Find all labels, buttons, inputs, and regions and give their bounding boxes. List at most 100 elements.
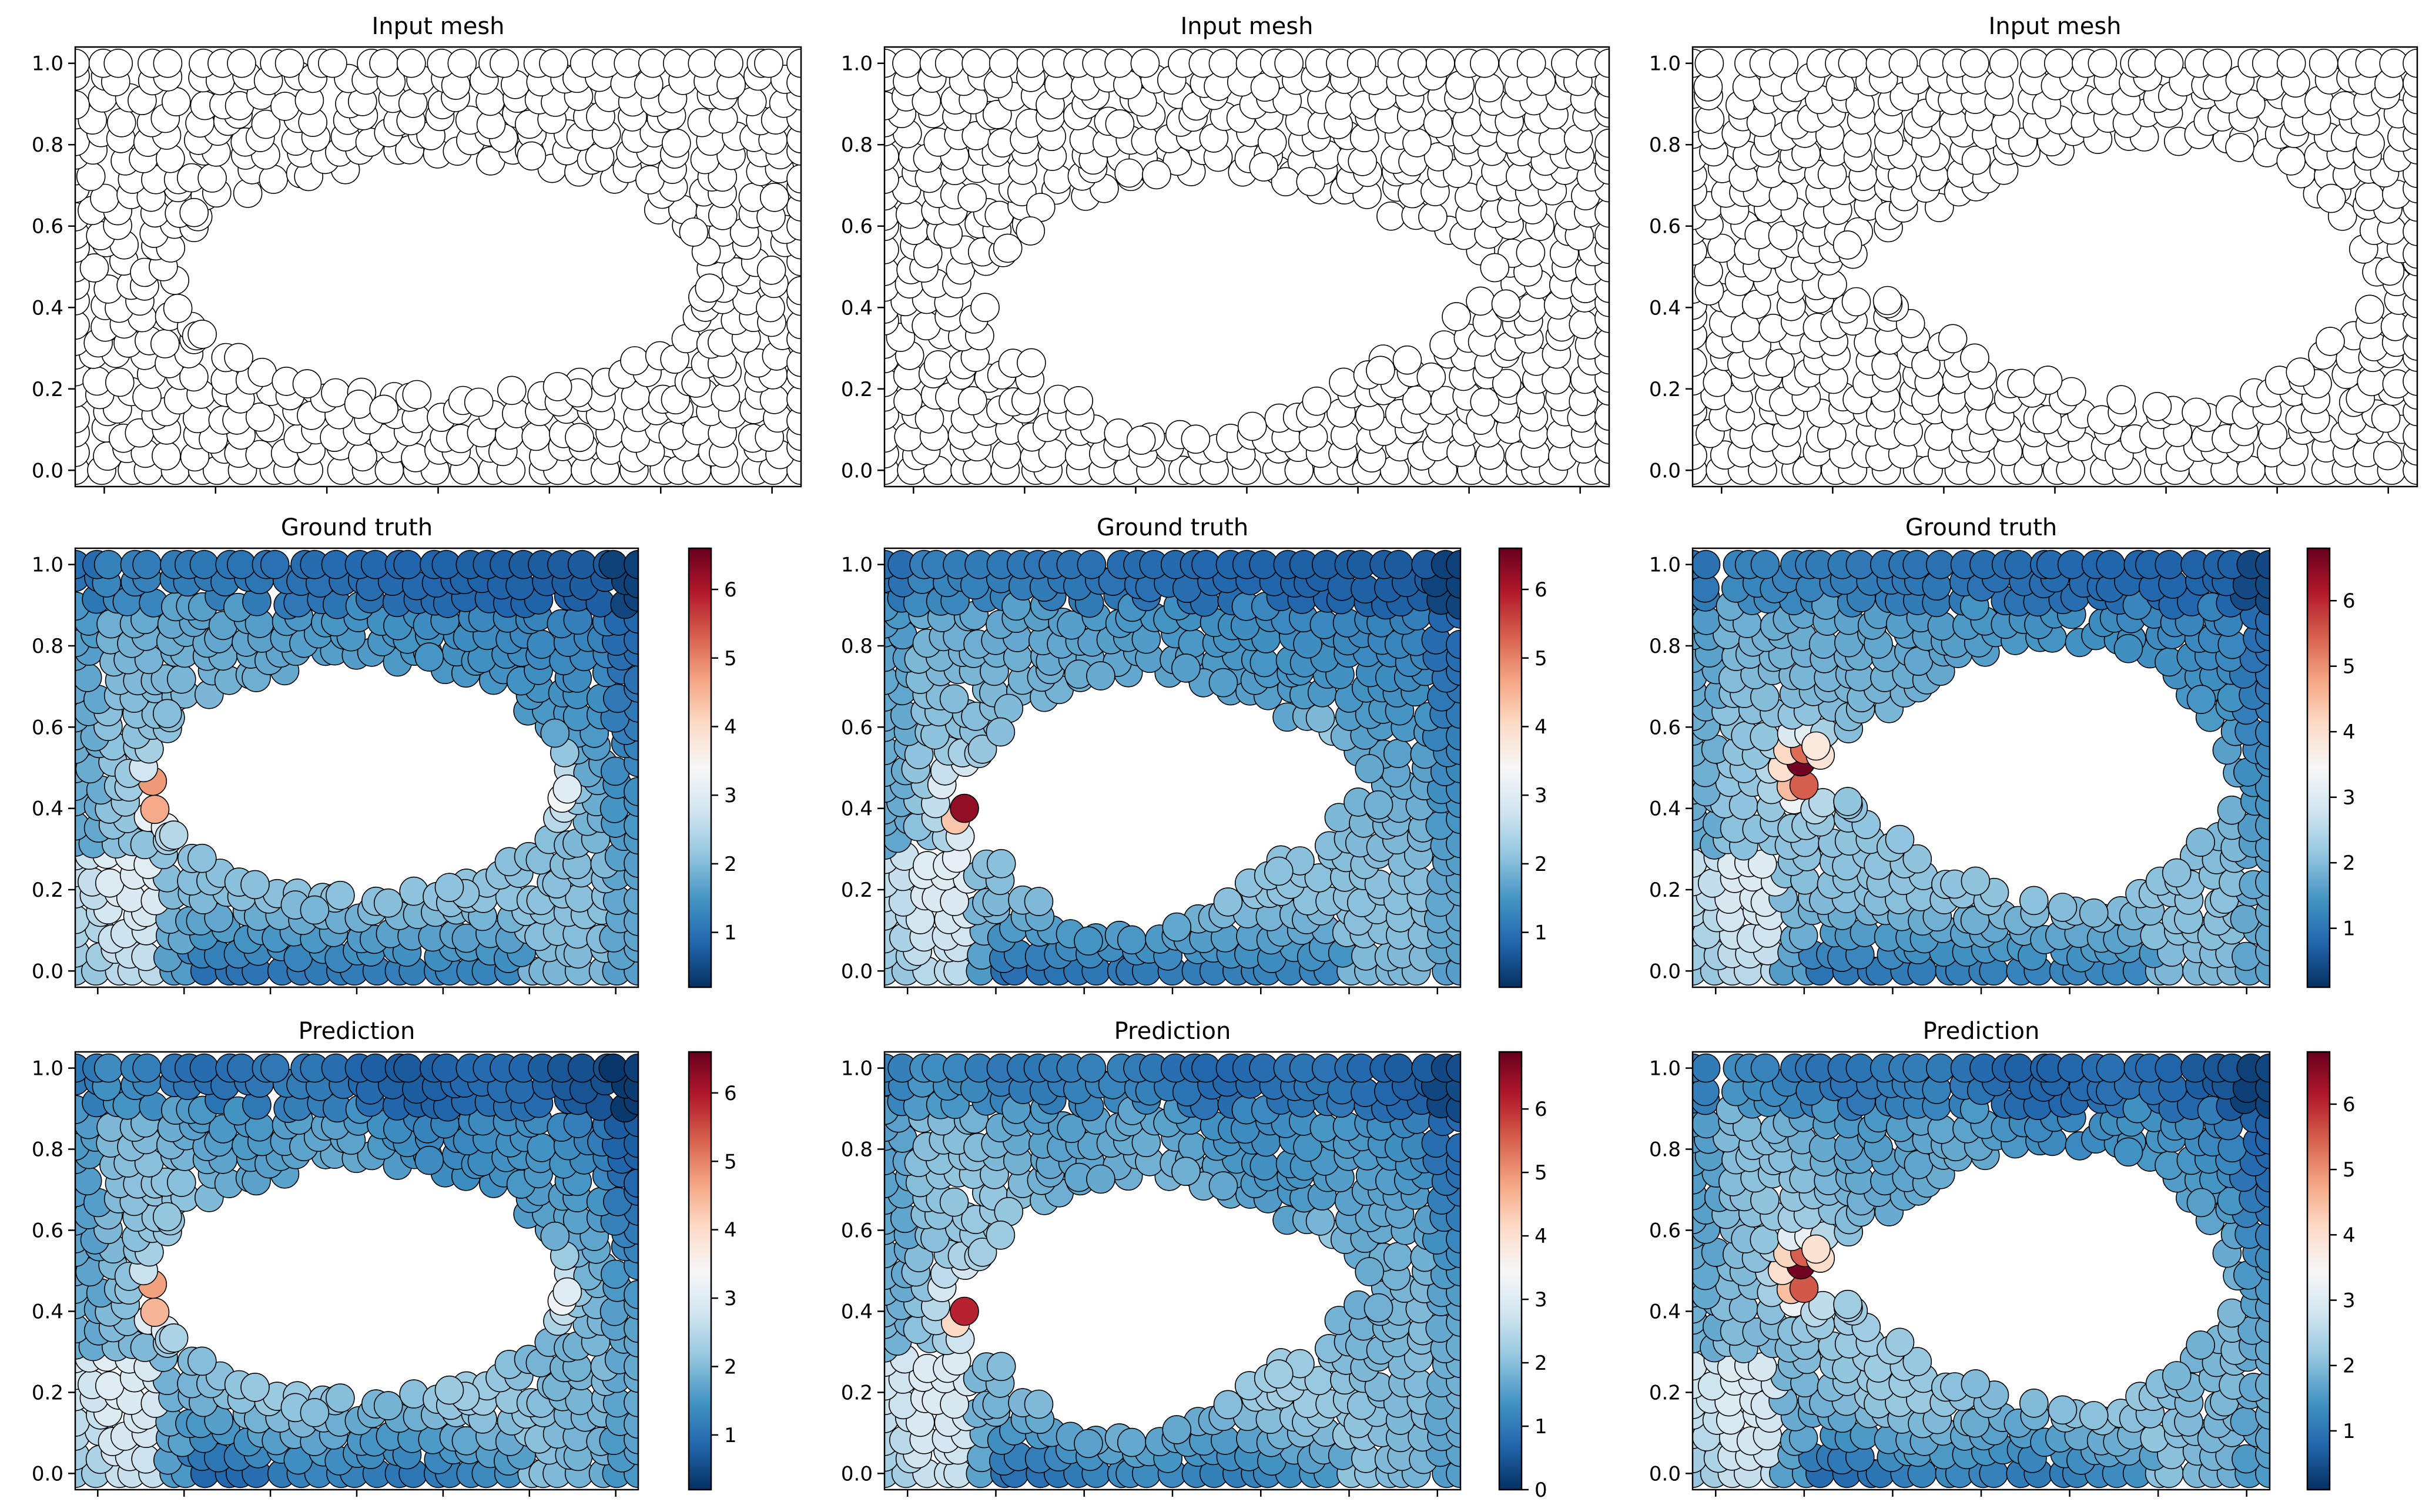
colorbar-tick-label: 5 bbox=[2343, 1158, 2356, 1182]
data-point bbox=[1181, 424, 1211, 454]
colorbar-tick-label: 2 bbox=[2343, 1355, 2356, 1378]
data-point bbox=[1162, 912, 1192, 942]
data-point bbox=[1329, 367, 1358, 397]
data-point bbox=[105, 367, 135, 397]
panel-title: Input mesh bbox=[371, 13, 504, 40]
colorbar-tick-label: 1 bbox=[2343, 1420, 2356, 1443]
colorbar-tick-label: 4 bbox=[2343, 1223, 2356, 1247]
data-point bbox=[1114, 158, 1144, 188]
data-point bbox=[1384, 1053, 1413, 1083]
data-point bbox=[1117, 1427, 1147, 1457]
data-point bbox=[189, 1053, 219, 1083]
data-point bbox=[369, 394, 399, 424]
y-tick-label: 0.2 bbox=[32, 378, 63, 401]
data-point bbox=[1466, 286, 1495, 316]
data-point bbox=[1480, 253, 1510, 283]
data-point bbox=[2403, 217, 2417, 246]
data-point bbox=[1872, 286, 1902, 316]
data-point bbox=[140, 1298, 170, 1327]
data-point bbox=[786, 164, 801, 194]
data-point bbox=[1302, 386, 1332, 416]
data-point bbox=[240, 1373, 270, 1402]
y-tick-label: 1.0 bbox=[32, 1057, 63, 1081]
colorbar-tick-label: 5 bbox=[724, 647, 737, 670]
data-point bbox=[1426, 48, 1455, 78]
data-point bbox=[95, 1371, 125, 1400]
data-point bbox=[754, 48, 783, 78]
data-point bbox=[2255, 867, 2270, 897]
colorbar-tick-label: 4 bbox=[724, 1219, 737, 1242]
data-point bbox=[1961, 1369, 1991, 1399]
data-point bbox=[540, 718, 570, 748]
data-point bbox=[2088, 48, 2118, 78]
y-tick-label: 0.0 bbox=[1649, 960, 1681, 983]
data-point bbox=[624, 885, 638, 915]
data-point bbox=[93, 1053, 123, 1083]
data-point bbox=[2162, 1361, 2192, 1390]
data-point bbox=[2186, 685, 2216, 714]
data-point bbox=[490, 48, 519, 78]
data-point bbox=[2255, 549, 2270, 579]
data-point bbox=[1841, 287, 1871, 317]
data-point bbox=[393, 1053, 423, 1083]
y-tick-label: 0.6 bbox=[1649, 215, 1681, 239]
data-point bbox=[786, 347, 801, 377]
y-tick-label: 0.0 bbox=[1649, 459, 1681, 482]
data-point bbox=[913, 239, 943, 269]
data-point bbox=[2186, 827, 2215, 857]
data-point bbox=[1833, 787, 1862, 816]
y-tick-label: 0.6 bbox=[1649, 716, 1681, 739]
y-tick-label: 0.2 bbox=[841, 378, 873, 401]
data-point bbox=[967, 735, 997, 764]
y-tick-label: 0.2 bbox=[1649, 879, 1681, 902]
data-point bbox=[1491, 289, 1521, 319]
data-point bbox=[2252, 48, 2281, 78]
colorbar-tick-label: 2 bbox=[1535, 1352, 1547, 1375]
data-point bbox=[786, 406, 801, 435]
data-point bbox=[1594, 328, 1609, 357]
data-point bbox=[251, 109, 281, 139]
data-point bbox=[1213, 887, 1243, 917]
data-point bbox=[521, 421, 551, 451]
data-point bbox=[1470, 387, 1500, 417]
data-point bbox=[786, 48, 801, 78]
y-tick-label: 0.0 bbox=[32, 960, 63, 983]
data-point bbox=[1885, 1327, 1915, 1357]
data-point bbox=[2019, 1389, 2049, 1418]
data-point bbox=[1446, 549, 1460, 579]
y-tick-label: 0.4 bbox=[32, 797, 63, 821]
data-point bbox=[187, 319, 217, 349]
data-point bbox=[1885, 824, 1915, 854]
data-point bbox=[624, 777, 638, 806]
y-tick-label: 0.0 bbox=[841, 1462, 873, 1486]
data-point bbox=[970, 293, 1000, 323]
colorbar-tick-label: 3 bbox=[2343, 786, 2356, 810]
data-point bbox=[1442, 302, 1471, 331]
data-point bbox=[2048, 893, 2078, 922]
data-point bbox=[1024, 887, 1054, 916]
data-point bbox=[1416, 362, 1446, 392]
data-point bbox=[1902, 1347, 1932, 1376]
data-point bbox=[1446, 1224, 1460, 1254]
data-point bbox=[2355, 294, 2384, 324]
data-point bbox=[2155, 549, 2185, 579]
y-tick-label: 0.0 bbox=[841, 960, 873, 983]
data-point bbox=[1117, 925, 1147, 955]
data-point bbox=[1086, 661, 1115, 690]
y-tick-label: 0.4 bbox=[1649, 797, 1681, 821]
data-point bbox=[1171, 1156, 1201, 1186]
data-point bbox=[1594, 401, 1609, 431]
data-point bbox=[1077, 1053, 1107, 1083]
data-point bbox=[624, 1388, 638, 1417]
y-tick-label: 0.4 bbox=[32, 1300, 63, 1323]
data-point bbox=[300, 895, 330, 925]
data-point bbox=[373, 888, 403, 918]
data-point bbox=[624, 1053, 638, 1083]
data-point bbox=[1694, 48, 1724, 78]
data-point bbox=[1383, 1242, 1413, 1272]
colorbar-tick-label: 4 bbox=[1535, 715, 1547, 739]
data-point bbox=[2154, 48, 2184, 78]
data-point bbox=[1016, 216, 1046, 246]
y-tick-label: 0.2 bbox=[32, 1381, 63, 1404]
